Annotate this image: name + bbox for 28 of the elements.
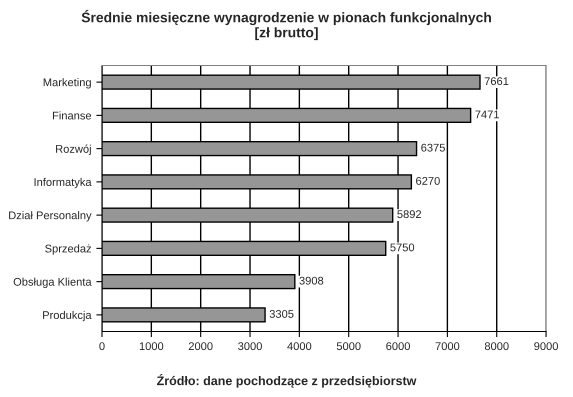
x-tick-label: 5000	[336, 342, 361, 350]
y-tick-label: Marketing	[44, 78, 91, 88]
x-tick-label: 4000	[287, 342, 312, 350]
y-tick-label: Obsługa Klienta	[14, 278, 92, 288]
data-label: 7471	[475, 110, 499, 118]
data-label: 6270	[416, 176, 440, 185]
y-tick-label: Rozwój	[56, 144, 91, 156]
x-tick-label: 8000	[484, 342, 509, 350]
y-tick-label: Sprzedaż	[45, 244, 92, 255]
text: Źródło: dane pochodzące z przedsiębiorstw	[157, 374, 416, 388]
x-tick-label: 2000	[188, 342, 213, 350]
x-tick-label: 3000	[238, 342, 262, 350]
y-tick-label: Informatyka	[34, 178, 92, 188]
x-tick-label: 6000	[386, 342, 410, 350]
data-label: 3305	[270, 310, 294, 318]
data-label: 5750	[390, 243, 414, 252]
y-tick-label: Produkcja	[43, 310, 92, 322]
x-tick-label: 9000	[534, 342, 558, 350]
x-tick-label: 1000	[140, 342, 164, 350]
data-label: 3908	[299, 276, 324, 285]
data-label: 7661	[484, 77, 508, 86]
y-tick-label: Finanse	[52, 111, 92, 120]
chart-title: Średnie miesięczne wynagrodzenie w pionach funkcjonalnych [zł brutto]	[82, 10, 491, 40]
data-label: 6375	[421, 144, 445, 152]
data-label: 5892	[397, 210, 422, 218]
y-tick-label: Dział Personalny	[9, 211, 92, 222]
x-tick-label: 7000	[436, 342, 460, 350]
x-tick-label: 0	[99, 342, 105, 350]
